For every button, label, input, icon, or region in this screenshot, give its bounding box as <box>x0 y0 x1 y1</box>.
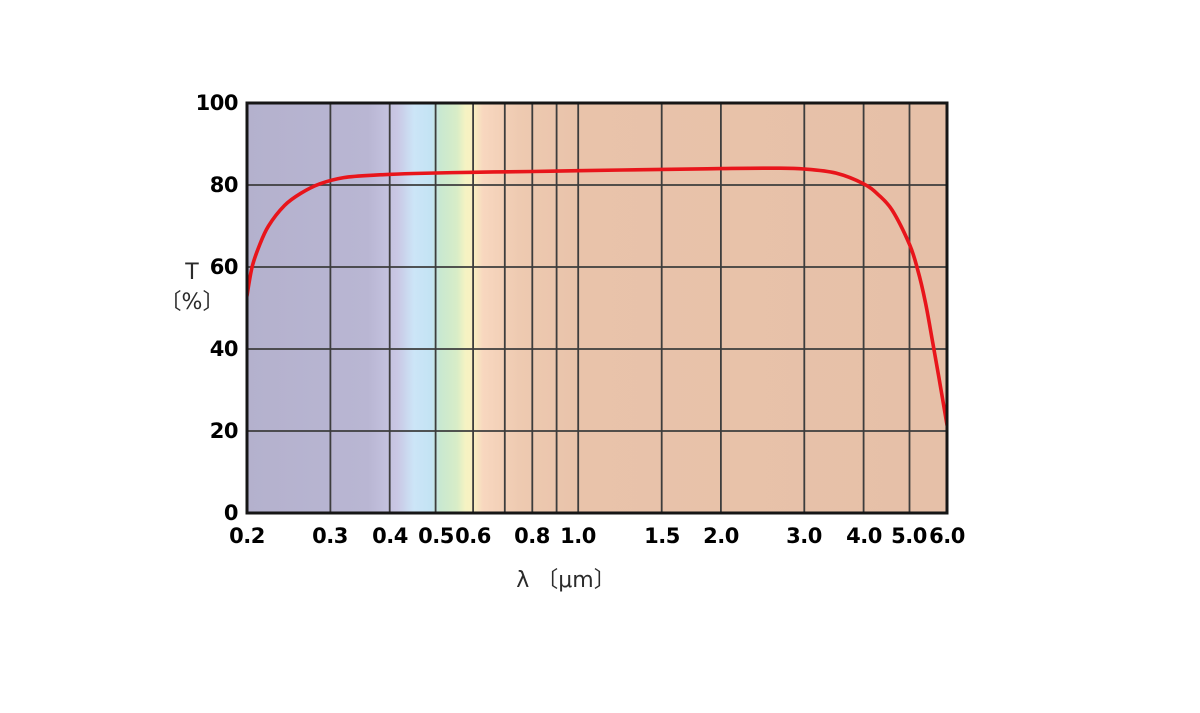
y-tick-label: 100 <box>195 91 239 115</box>
x-tick-label: 2.0 <box>703 524 739 548</box>
y-axis-title-unit: 〔%〕 <box>159 290 225 315</box>
y-tick-label: 60 <box>209 255 239 279</box>
x-tick-label: 4.0 <box>846 524 882 548</box>
x-tick-label: 1.5 <box>644 524 680 548</box>
x-tick-label: 1.0 <box>560 524 596 548</box>
y-axis-title-symbol: T <box>185 260 199 285</box>
spectrum-background <box>247 103 947 513</box>
y-tick-label: 80 <box>209 173 239 197</box>
plot-frame <box>245 101 949 515</box>
y-tick-label: 0 <box>223 501 239 525</box>
x-tick-label: 5.0 <box>891 524 927 548</box>
x-tick-label: 0.3 <box>312 524 348 548</box>
y-tick-label: 20 <box>209 419 239 443</box>
x-tick-label: 6.0 <box>929 524 965 548</box>
x-axis-title: λ 〔μm〕 <box>516 568 616 593</box>
x-tick-label: 3.0 <box>786 524 822 548</box>
x-tick-label: 0.6 <box>455 524 491 548</box>
x-tick-label: 0.4 <box>372 524 408 548</box>
y-axis-title: T 〔%〕 <box>152 258 232 318</box>
x-tick-label: 0.5 <box>418 524 454 548</box>
y-tick-label: 40 <box>209 337 239 361</box>
transmittance-curve <box>247 166 947 427</box>
x-tick-label: 0.8 <box>514 524 550 548</box>
x-tick-label: 0.2 <box>229 524 265 548</box>
